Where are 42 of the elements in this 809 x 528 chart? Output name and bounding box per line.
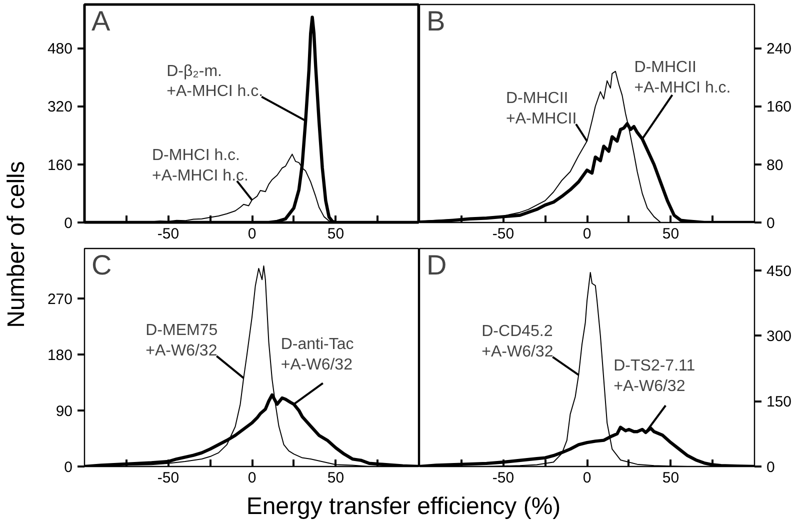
y-tick-label: 160: [47, 156, 73, 174]
annotation: D-MHCII +A-MHCI h.c.: [634, 58, 731, 96]
x-tick-label: -50: [492, 470, 514, 486]
x-tick-label: -50: [157, 226, 180, 242]
x-tick-label: -50: [157, 470, 180, 486]
annotation: A: [92, 6, 110, 36]
y-tick-label: 300: [766, 328, 792, 346]
y-tick-label: 320: [47, 98, 73, 116]
x-tick-label: 0: [248, 226, 256, 242]
annotation: D-β₂-m. +A-MHCI h.c.: [166, 62, 264, 100]
y-tick-label: 80: [766, 156, 784, 174]
y-tick-label: 180: [47, 346, 73, 364]
annotation: D-CD45.2 +A-W6/32: [482, 322, 554, 360]
x-tick-label: 50: [327, 470, 344, 486]
annotation: B: [426, 6, 446, 36]
annotation: D-MHCI h.c. +A-MHCI h.c.: [152, 146, 248, 184]
x-tick-label: -50: [492, 226, 514, 242]
y-tick-label: 450: [766, 262, 792, 280]
y-tick-label: 90: [56, 402, 73, 420]
y-tick-label: 0: [766, 215, 775, 232]
y-tick-label: 0: [766, 459, 775, 476]
y-tick-label: 240: [766, 40, 792, 58]
y-axis-title: Number of cells: [3, 161, 30, 328]
y-tick-label: 480: [47, 40, 73, 58]
x-tick-label: 0: [582, 470, 592, 486]
annotation: D-anti-Tac +A-W6/32: [280, 336, 354, 374]
annotation: C: [92, 250, 112, 280]
x-axis-title: Energy transfer efficiency (%): [246, 493, 561, 520]
annotation: D-MHCII +A-MHCII: [506, 90, 577, 128]
y-tick-label: 160: [766, 98, 792, 116]
y-tick-label: 0: [64, 215, 72, 232]
x-tick-label: 0: [582, 226, 592, 242]
annotation: D-TS2-7.11 +A-W6/32: [614, 357, 696, 395]
annotation: D-MEM75 +A-W6/32: [146, 322, 218, 360]
y-tick-label: 0: [64, 459, 72, 476]
y-tick-label: 150: [766, 394, 792, 411]
y-tick-label: 270: [47, 290, 73, 308]
x-tick-label: 50: [662, 226, 680, 242]
x-tick-label: 0: [248, 470, 256, 486]
annotation: D: [426, 250, 447, 280]
x-tick-label: 50: [662, 470, 680, 486]
x-tick-label: 50: [327, 226, 344, 242]
